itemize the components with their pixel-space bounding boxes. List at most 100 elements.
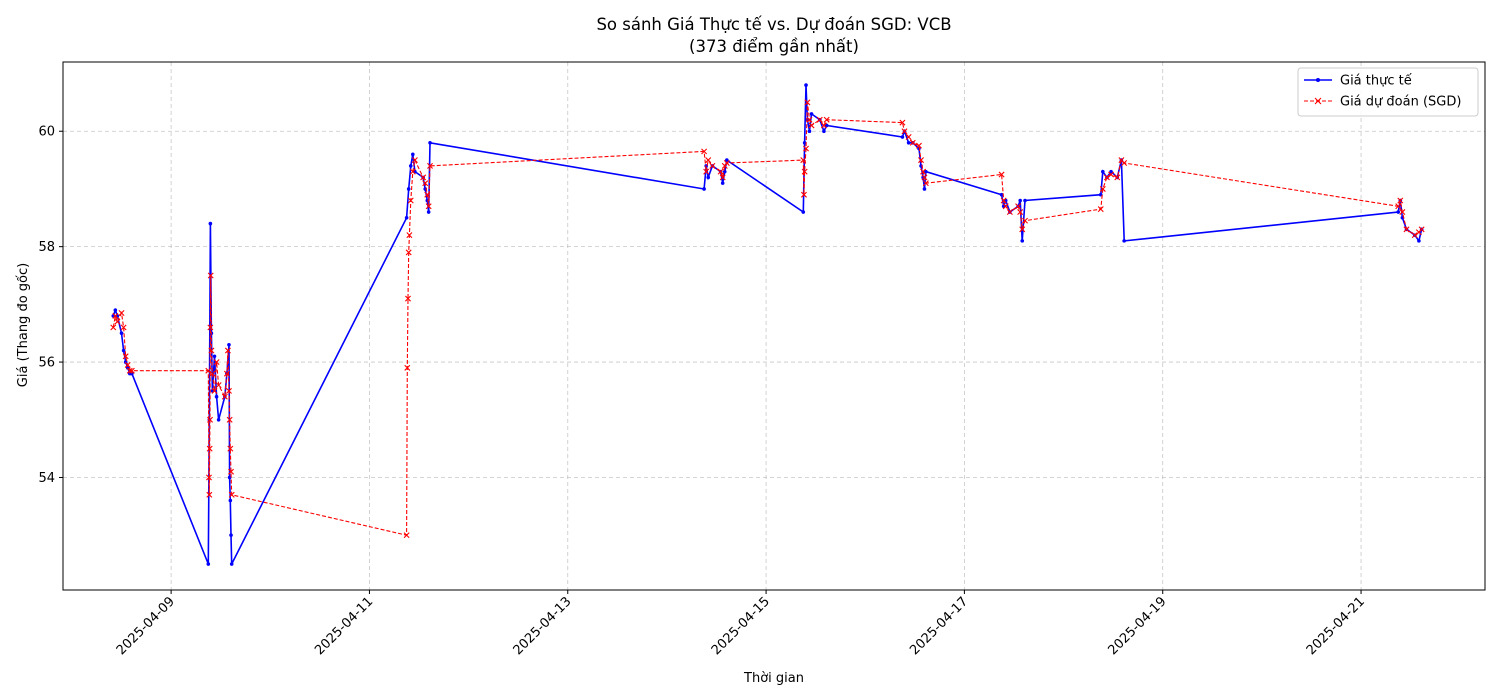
predicted-price-point: [425, 203, 432, 210]
predicted-price-point: [405, 295, 411, 302]
predicted-price-point: [120, 324, 127, 331]
predicted-price-point: [228, 468, 235, 475]
predicted-price-point: [721, 162, 728, 169]
actual-price-point: [1018, 198, 1022, 203]
predicted-price-point: [922, 180, 929, 187]
plot-area: [110, 83, 1425, 566]
predicted-price-point: [816, 116, 823, 123]
legend-box: [1297, 67, 1479, 117]
predicted-price-point: [800, 191, 807, 198]
predicted-price-point: [705, 157, 712, 164]
predicted-price-point: [920, 168, 927, 175]
predicted-price-point: [1103, 174, 1110, 181]
predicted-price-point: [207, 416, 214, 423]
legend-entry-label: Giá dự đoán (SGD): [1340, 95, 1461, 110]
actual-price-point: [411, 152, 415, 157]
predicted-price-point: [1099, 185, 1106, 192]
predicted-price-point: [207, 272, 214, 279]
actual-price-point: [227, 342, 231, 347]
actual-price-point: [706, 175, 711, 180]
actual-price-point: [1396, 210, 1401, 214]
predicted-price-point: [820, 122, 827, 129]
predicted-price-point: [1121, 159, 1128, 166]
y-axis: 54 56 58 60: [38, 125, 63, 486]
actual-price-point: [228, 498, 233, 503]
predicted-price-point: [1097, 206, 1104, 213]
predicted-price-point: [211, 387, 218, 394]
predicted-price-series: [110, 99, 1425, 539]
predicted-price-point: [1015, 203, 1022, 210]
predicted-price-point: [800, 157, 807, 164]
predicted-price-point: [1002, 203, 1009, 210]
actual-price-point: [1122, 239, 1126, 243]
predicted-price-point: [404, 364, 411, 371]
actual-price-line: [112, 85, 1423, 565]
predicted-price-point: [717, 168, 724, 175]
predicted-price-point: [1017, 209, 1024, 216]
predicted-price-point: [909, 139, 916, 146]
predicted-price-point: [801, 168, 808, 175]
legend-swatch-marker: [1316, 78, 1320, 82]
predicted-price-point: [1019, 226, 1026, 233]
predicted-price-point: [1403, 226, 1410, 233]
actual-price-point: [426, 210, 431, 214]
actual-price-point: [722, 169, 727, 174]
predicted-price-point: [215, 382, 222, 389]
actual-price-point: [428, 140, 432, 145]
predicted-price-point: [406, 232, 413, 239]
predicted-price-point: [207, 324, 214, 331]
plot-frame: [62, 61, 1486, 591]
actual-price-point: [408, 164, 413, 168]
predicted-price-point: [110, 324, 117, 331]
predicted-price-point: [224, 347, 231, 354]
actual-price-point: [1023, 198, 1027, 203]
predicted-price-point: [723, 159, 730, 166]
predicted-price-point: [1395, 203, 1402, 210]
actual-price-point: [208, 221, 213, 226]
predicted-price-point: [209, 370, 216, 377]
predicted-price-point: [122, 353, 129, 360]
predicted-price-point: [427, 162, 434, 169]
predicted-price-point: [703, 168, 710, 175]
predicted-price-point: [1411, 232, 1418, 239]
predicted-price-point: [921, 174, 928, 181]
predicted-price-point: [411, 157, 418, 164]
actual-price-point: [206, 562, 211, 566]
actual-price-point: [924, 169, 928, 174]
actual-price-point: [113, 308, 118, 312]
predicted-price-point: [1418, 226, 1425, 233]
predicted-price-point: [407, 197, 414, 204]
actual-price-point: [824, 123, 829, 128]
predicted-price-point: [405, 249, 412, 256]
actual-price-point: [804, 83, 808, 87]
actual-price-point: [1109, 169, 1113, 174]
predicted-price-point: [221, 393, 228, 400]
predicted-price-point: [126, 367, 133, 374]
actual-price-point: [702, 187, 706, 191]
predicted-price-point: [422, 180, 429, 187]
predicted-price-point: [1114, 174, 1121, 181]
y-tick-label: 60: [38, 125, 55, 140]
predicted-price-point: [808, 122, 815, 129]
legend-entry-label: Giá thực tế: [1340, 74, 1412, 89]
actual-price-point: [822, 129, 826, 134]
predicted-price-point: [206, 445, 213, 452]
actual-price-point: [906, 140, 911, 145]
actual-price-point: [229, 562, 234, 566]
x-axis-label: Thời gian: [743, 671, 804, 686]
predicted-price-point: [420, 174, 427, 181]
predicted-price-point: [227, 445, 234, 452]
predicted-price-point: [1397, 197, 1404, 204]
chart-title: So sánh Giá Thực tế vs. Dự đoán SGD: VCB: [596, 15, 951, 34]
predicted-price-point: [118, 310, 125, 317]
predicted-price-point: [114, 318, 121, 325]
predicted-price-point: [998, 171, 1005, 178]
actual-price-point: [807, 129, 812, 134]
actual-price-point: [720, 181, 725, 185]
actual-price-point: [999, 192, 1004, 197]
predicted-price-point: [905, 134, 912, 141]
predicted-price-point: [225, 387, 232, 394]
predicted-price-point: [915, 142, 922, 149]
actual-price-point: [725, 158, 729, 162]
